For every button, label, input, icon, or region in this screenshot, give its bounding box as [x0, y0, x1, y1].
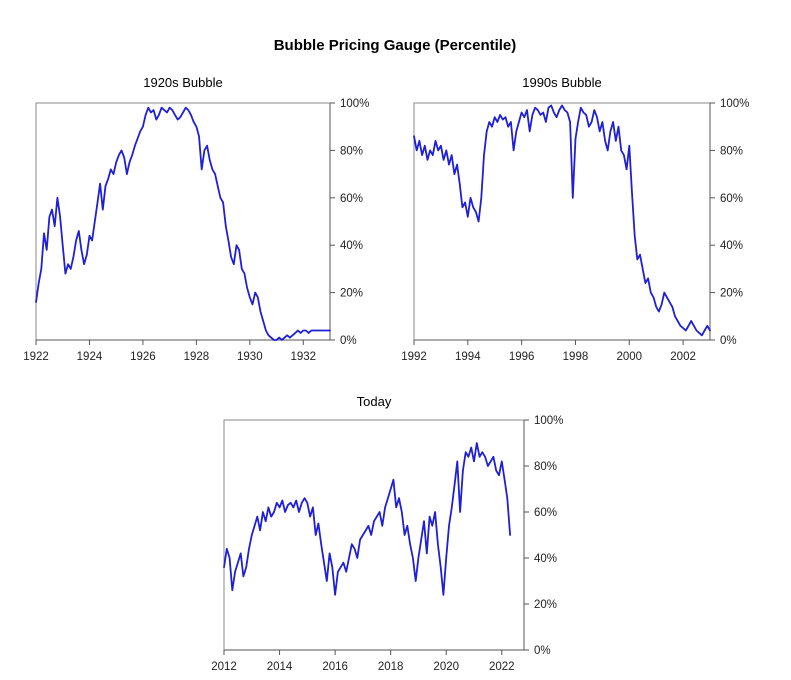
chart-today-y-tick-label: 80% [534, 461, 557, 473]
figure-title: Bubble Pricing Gauge (Percentile) [274, 37, 517, 54]
chart-1920s-x-tick-label: 1926 [130, 351, 156, 363]
chart-1990s-x-tick-label: 1992 [401, 351, 427, 363]
chart-1920s-y-tick-label: 100% [340, 98, 369, 110]
chart-today-series-line [223, 442, 512, 596]
chart-1920s-series-line [35, 106, 331, 341]
chart-1920s-x-tick-label: 1930 [237, 351, 263, 363]
chart-1920s-y-tick-label: 20% [340, 288, 363, 300]
chart-1920s-y-tick-label: 60% [340, 193, 363, 205]
chart-1990s-y-tick-label: 40% [720, 240, 743, 252]
chart-1920s-x-tick-label: 1922 [23, 351, 49, 363]
chart-1990s-x-tick-label: 1994 [455, 351, 481, 363]
chart-1990s-x-tick-label: 1998 [563, 351, 589, 363]
chart-today-x-tick-label: 2018 [378, 661, 404, 673]
chart-today-y-tick-label: 100% [534, 415, 563, 427]
chart-1920s-title: 1920s Bubble [143, 75, 223, 90]
chart-1920s: 1920s Bubble 0% 20% 40% 60% 80% 100% 1922 1924 1… [23, 75, 369, 363]
chart-today-x-tick-label: 2012 [211, 661, 237, 673]
chart-1920s-x-tick-label: 1932 [290, 351, 316, 363]
chart-1990s-y-tick-label: 20% [720, 288, 743, 300]
chart-1990s-x-tick-label: 1996 [509, 351, 535, 363]
chart-1990s-y-tick-label: 100% [720, 98, 749, 110]
chart-today-x-tick-label: 2020 [433, 661, 459, 673]
chart-today-x-tick-label: 2014 [267, 661, 293, 673]
chart-1990s-series-line [413, 104, 711, 337]
chart-1920s-x-tick-label: 1924 [77, 351, 103, 363]
chart-1920s-y-tick-label: 80% [340, 145, 363, 157]
chart-today-title: Today [357, 394, 392, 409]
chart-today-x-tick-label: 2016 [322, 661, 348, 673]
chart-1990s-x-tick-label: 2002 [670, 351, 696, 363]
chart-1990s-plot-frame [413, 102, 711, 341]
chart-1920s-y-tick-label: 40% [340, 240, 363, 252]
chart-today-y-tick-label: 40% [534, 553, 557, 565]
chart-1920s-y-tick-label: 0% [340, 335, 357, 347]
chart-1920s-plot-frame [35, 102, 331, 341]
chart-1990s-x-tick-label: 2000 [616, 351, 642, 363]
chart-today: Today 0% 20% 40% 60% 80% 100% 2012 2014 2016 2018… [211, 394, 563, 673]
chart-today-y-tick-label: 60% [534, 507, 557, 519]
chart-1990s-title: 1990s Bubble [522, 75, 602, 90]
chart-1990s-y-tick-label: 80% [720, 145, 743, 157]
chart-1990s-y-tick-label: 0% [720, 335, 737, 347]
chart-today-y-tick-label: 0% [534, 645, 551, 657]
chart-1990s-y-tick-label: 60% [720, 193, 743, 205]
chart-today-y-tick-label: 20% [534, 599, 557, 611]
chart-1990s: 1990s Bubble 0% 20% 40% 60% 80% 100% 1992 1994 1… [401, 75, 749, 363]
chart-1920s-x-tick-label: 1928 [184, 351, 210, 363]
chart-today-x-tick-label: 2022 [489, 661, 515, 673]
